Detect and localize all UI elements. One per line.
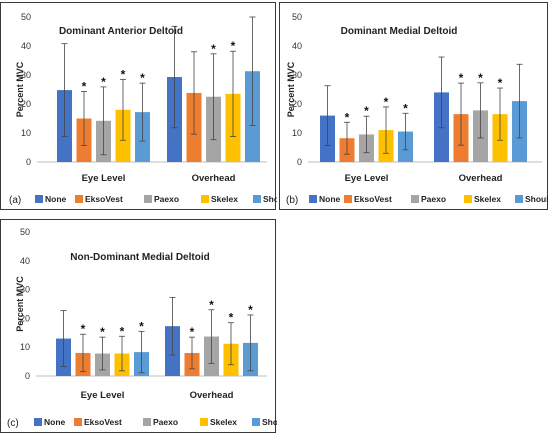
category-label: Overhead [459, 173, 503, 184]
significance-star: * [478, 71, 483, 85]
panel-label: (a) [9, 195, 21, 206]
category-label: Overhead [192, 173, 236, 184]
legend-swatch [75, 195, 83, 203]
significance-star: * [82, 80, 87, 94]
legend-label: Skelex [474, 194, 501, 204]
y-tick-label: 30 [21, 70, 31, 80]
y-tick-label: 40 [20, 256, 30, 266]
category-label: Eye Level [345, 173, 389, 184]
y-tick-label: 10 [20, 342, 30, 352]
legend-label: EksoVest [84, 417, 122, 427]
legend-label: ShoulderX [525, 194, 549, 204]
significance-star: * [209, 298, 214, 312]
significance-star: * [403, 101, 408, 115]
significance-star: * [121, 67, 126, 81]
legend-swatch [252, 418, 260, 426]
legend-label: None [319, 194, 341, 204]
legend-label: ShoulderX [262, 417, 277, 427]
legend-label: Paexo [154, 194, 179, 204]
legend-swatch [35, 195, 43, 203]
chart-title: Non-Dominant Medial Deltoid [70, 252, 209, 263]
chart-svg-a: 0 10 20 30 40 50 Percent MVC Dominant Anterior … [9, 12, 277, 206]
legend-label: Paexo [421, 194, 446, 204]
legend-swatch [200, 418, 208, 426]
significance-star: * [345, 110, 350, 124]
y-tick-label: 10 [292, 128, 302, 138]
category-label: Eye Level [81, 390, 125, 401]
chart-panel-b: 0 10 20 30 40 50 Percent MVC Dominant Medial De… [279, 2, 549, 210]
chart-title: Dominant Medial Deltoid [341, 26, 458, 37]
y-tick-label: 0 [25, 371, 30, 381]
y-tick-label: 20 [21, 99, 31, 109]
legend-label: ShoulderX [263, 194, 277, 204]
chart-panel-c: 0 10 20 30 40 50 Percent MVC Non-Dominant Media… [0, 219, 277, 433]
significance-star: * [100, 325, 105, 339]
legend-label: EksoVest [85, 194, 123, 204]
significance-star: * [364, 104, 369, 118]
chart-panel-a: 0 10 20 30 40 50 Percent MVC Dominant Anterior … [0, 2, 277, 210]
legend-swatch [143, 418, 151, 426]
legend-swatch [201, 195, 209, 203]
legend-swatch [144, 195, 152, 203]
significance-star: * [101, 75, 106, 89]
category-label: Overhead [190, 390, 234, 401]
significance-star: * [190, 325, 195, 339]
y-tick-label: 0 [297, 157, 302, 167]
significance-star: * [139, 319, 144, 333]
y-tick-label: 40 [292, 41, 302, 51]
legend-label: None [44, 417, 66, 427]
significance-star: * [384, 95, 389, 109]
y-tick-label: 20 [20, 313, 30, 323]
significance-star: * [211, 42, 216, 56]
y-tick-label: 50 [292, 12, 302, 22]
legend-swatch [253, 195, 261, 203]
legend-swatch [34, 418, 42, 426]
significance-star: * [498, 76, 503, 90]
significance-star: * [248, 303, 253, 317]
y-tick-label: 30 [292, 70, 302, 80]
panel-label: (b) [286, 195, 298, 206]
legend-label: None [45, 194, 67, 204]
y-tick-label: 20 [292, 99, 302, 109]
legend-swatch [411, 195, 419, 203]
legend-swatch [515, 195, 523, 203]
significance-star: * [231, 39, 236, 53]
y-tick-label: 40 [21, 41, 31, 51]
significance-star: * [120, 324, 125, 338]
significance-star: * [140, 71, 145, 85]
legend-swatch [309, 195, 317, 203]
category-label: Eye Level [82, 173, 126, 184]
legend-label: EksoVest [354, 194, 392, 204]
chart-svg-c: 0 10 20 30 40 50 Percent MVC Non-Dominant Media… [7, 227, 277, 429]
legend-label: Paexo [153, 417, 178, 427]
significance-star: * [229, 311, 234, 325]
chart-svg-b: 0 10 20 30 40 50 Percent MVC Dominant Medial De… [286, 12, 549, 206]
significance-star: * [81, 322, 86, 336]
y-axis-label: Percent MVC [15, 276, 25, 332]
panel-label: (c) [7, 418, 19, 429]
y-tick-label: 30 [20, 285, 30, 295]
legend-swatch [74, 418, 82, 426]
chart-title: Dominant Anterior Deltoid [59, 26, 183, 37]
legend-label: Skelex [210, 417, 237, 427]
y-tick-label: 10 [21, 128, 31, 138]
y-tick-label: 50 [20, 227, 30, 237]
y-axis-label: Percent MVC [15, 61, 25, 117]
y-tick-label: 0 [26, 157, 31, 167]
y-axis-label: Percent MVC [286, 61, 296, 117]
legend-label: Skelex [211, 194, 238, 204]
significance-star: * [459, 71, 464, 85]
legend-swatch [464, 195, 472, 203]
legend-swatch [344, 195, 352, 203]
y-tick-label: 50 [21, 12, 31, 22]
